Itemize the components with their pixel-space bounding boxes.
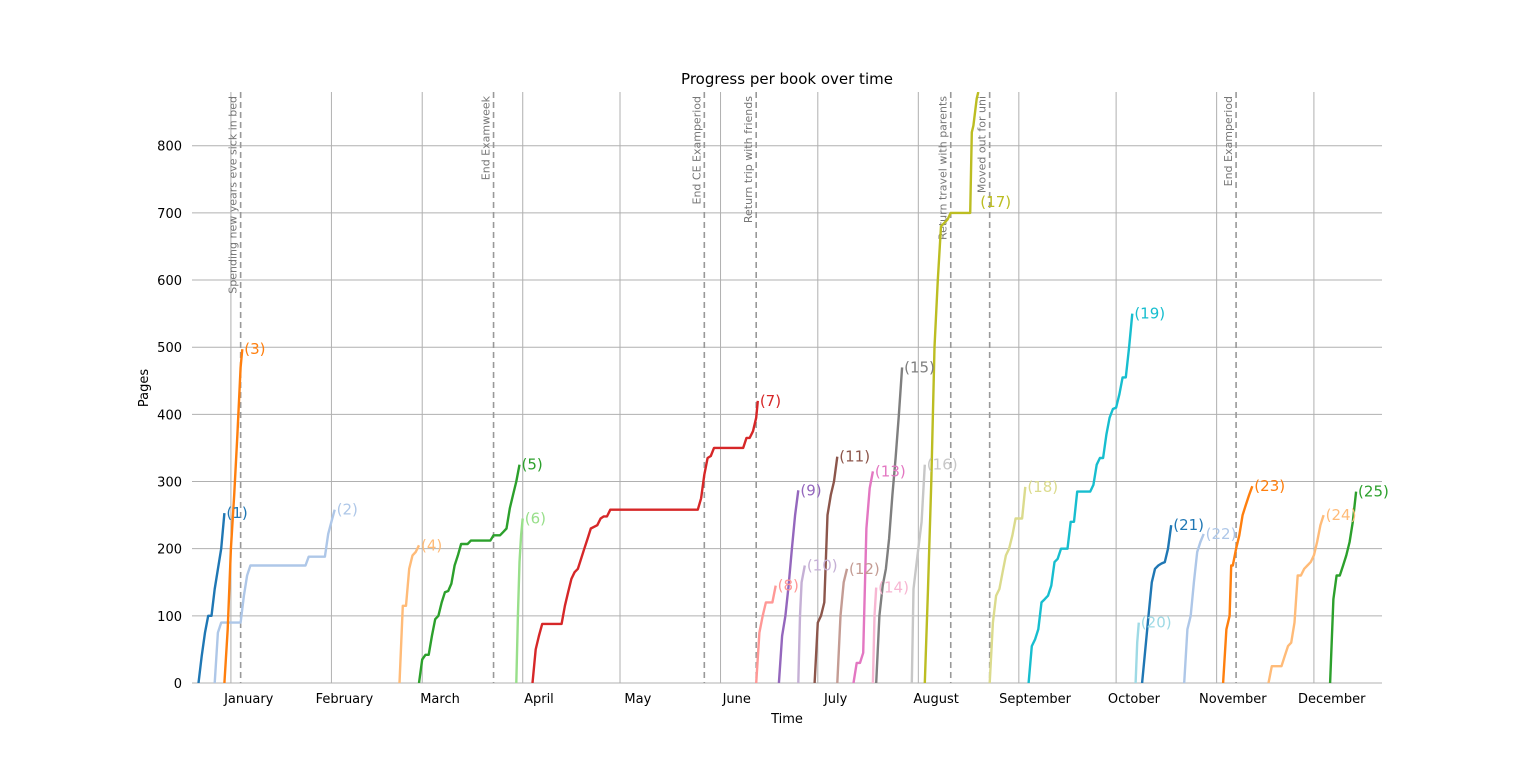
y-tick-label: 400 — [157, 408, 182, 423]
x-tick-label: April — [524, 692, 554, 707]
series-labels: (1) (2)(3)(4)(5)(6)(7)(8)(9)(10)(11)(12)(… — [226, 193, 1388, 632]
event-label: End Examweek — [480, 95, 493, 180]
series-line — [1183, 533, 1205, 683]
series-line — [871, 587, 878, 683]
series-line — [1140, 525, 1173, 683]
event-label: Moved out for uni — [976, 96, 989, 193]
y-tick-label: 300 — [157, 476, 182, 491]
series-end-label: (15) — [904, 358, 935, 376]
y-tick-label: 600 — [157, 274, 182, 289]
series-end-label: (23) — [1254, 477, 1285, 495]
x-tick-label: December — [1298, 692, 1366, 707]
x-tick-label: October — [1108, 692, 1161, 707]
event-label: End Examperiod — [1222, 96, 1235, 186]
series-end-label: (7) — [760, 392, 781, 410]
series-line — [813, 456, 839, 683]
series-end-label: (2) — [337, 501, 358, 519]
series-line — [797, 565, 806, 683]
series-end-label: (19) — [1134, 305, 1165, 323]
series-line — [417, 464, 521, 683]
series-end-label: (21) — [1173, 516, 1204, 534]
y-tick-label: 100 — [157, 610, 182, 625]
x-axis-label: Time — [770, 712, 803, 727]
series-end-label: (20) — [1141, 614, 1172, 632]
series-end-label: (4) — [421, 536, 442, 554]
series-end-label: (16) — [927, 456, 958, 474]
x-tick-label: September — [999, 692, 1072, 707]
y-tick-label: 500 — [157, 341, 182, 356]
event-label: Spending new years eve sick in bed — [227, 96, 240, 294]
series-line — [223, 349, 244, 683]
series-line — [213, 509, 336, 683]
series-end-label: (9) — [800, 481, 821, 499]
series-end-label: (14) — [878, 579, 909, 597]
series-line — [1134, 622, 1140, 683]
series-end-label: (8) — [778, 577, 799, 595]
series-line — [1027, 313, 1134, 683]
series-end-label: (24) — [1326, 506, 1357, 524]
x-tick-label: November — [1199, 692, 1267, 707]
y-tick-label: 200 — [157, 543, 182, 558]
chart-title: Progress per book over time — [681, 70, 893, 88]
event-label: Return travel with parents — [937, 96, 950, 240]
series-end-label: (17) — [980, 193, 1011, 211]
x-tick-label: July — [823, 692, 848, 707]
series-line — [988, 486, 1027, 683]
series-line — [777, 490, 800, 683]
event-label: Return trip with friends — [742, 96, 755, 223]
series-line — [531, 400, 759, 683]
series-line — [1221, 485, 1254, 683]
x-tick-label: January — [223, 692, 274, 707]
axis-ticks: 0 100 200 300 400 500 600 700 800 January February… — [157, 140, 1366, 707]
series-line — [836, 568, 849, 683]
series-end-label: (3) — [244, 340, 265, 358]
series-line — [755, 585, 777, 683]
series-line — [852, 471, 875, 683]
series-end-label: (22) — [1206, 525, 1237, 543]
series-end-label: (10) — [807, 556, 838, 574]
x-tick-label: June — [722, 692, 751, 707]
y-tick-label: 0 — [174, 677, 182, 692]
series-end-label: (5) — [521, 456, 542, 474]
series-end-label: (13) — [875, 462, 906, 480]
series-line — [923, 92, 980, 683]
series-line — [1267, 514, 1325, 683]
x-tick-label: March — [420, 692, 460, 707]
series-line — [875, 367, 904, 683]
series-line — [197, 512, 226, 683]
series-end-label: (6) — [525, 509, 546, 527]
x-tick-label: February — [316, 692, 374, 707]
series-line — [910, 464, 926, 683]
series-end-label: (1) — [226, 504, 247, 522]
x-tick-label: August — [913, 692, 959, 707]
event-markers: Spending new years eve sick in bed End Ex… — [227, 92, 1237, 683]
y-tick-label: 700 — [157, 207, 182, 222]
series-line — [515, 518, 524, 683]
grid-lines — [192, 92, 1382, 684]
y-tick-label: 800 — [157, 140, 182, 155]
series-end-label: (25) — [1358, 483, 1389, 501]
series-end-label: (11) — [839, 448, 870, 466]
series-line — [1328, 491, 1358, 683]
x-tick-label: May — [624, 692, 651, 707]
series-lines — [197, 92, 1358, 683]
y-axis-label: Pages — [137, 369, 152, 407]
series-end-label: (18) — [1027, 478, 1058, 496]
series-end-label: (12) — [849, 560, 880, 578]
series-line — [398, 544, 421, 683]
event-label: End CE Examperiod — [690, 96, 703, 205]
